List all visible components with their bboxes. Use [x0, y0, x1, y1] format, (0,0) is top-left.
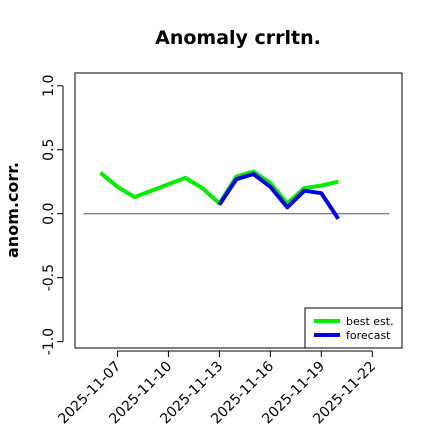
plot-frame — [74, 72, 403, 349]
x-axis: 2025-11-072025-11-102025-11-132025-11-16… — [55, 350, 379, 427]
y-tick-label: -1.0 — [41, 328, 57, 355]
y-tick-label: -0.5 — [41, 264, 57, 291]
series-line-forecast — [217, 172, 340, 220]
chart-title: Anomaly crrltn. — [155, 27, 321, 49]
legend-label-best-est: best est. — [346, 315, 394, 328]
y-tick-label: 0.5 — [41, 139, 57, 161]
series-line-best-est — [99, 169, 339, 206]
legend-label-forecast: forecast — [346, 329, 391, 342]
legend: best est. forecast — [304, 307, 403, 349]
y-axis-label: anom.corr. — [3, 162, 22, 258]
y-tick-label: 0.0 — [41, 203, 57, 225]
y-tick-label: 1.0 — [41, 75, 57, 97]
series-lines — [99, 169, 340, 220]
y-axis: -1.0 -0.5 0.0 0.5 1.0 — [41, 75, 64, 355]
legend-box — [304, 307, 403, 349]
